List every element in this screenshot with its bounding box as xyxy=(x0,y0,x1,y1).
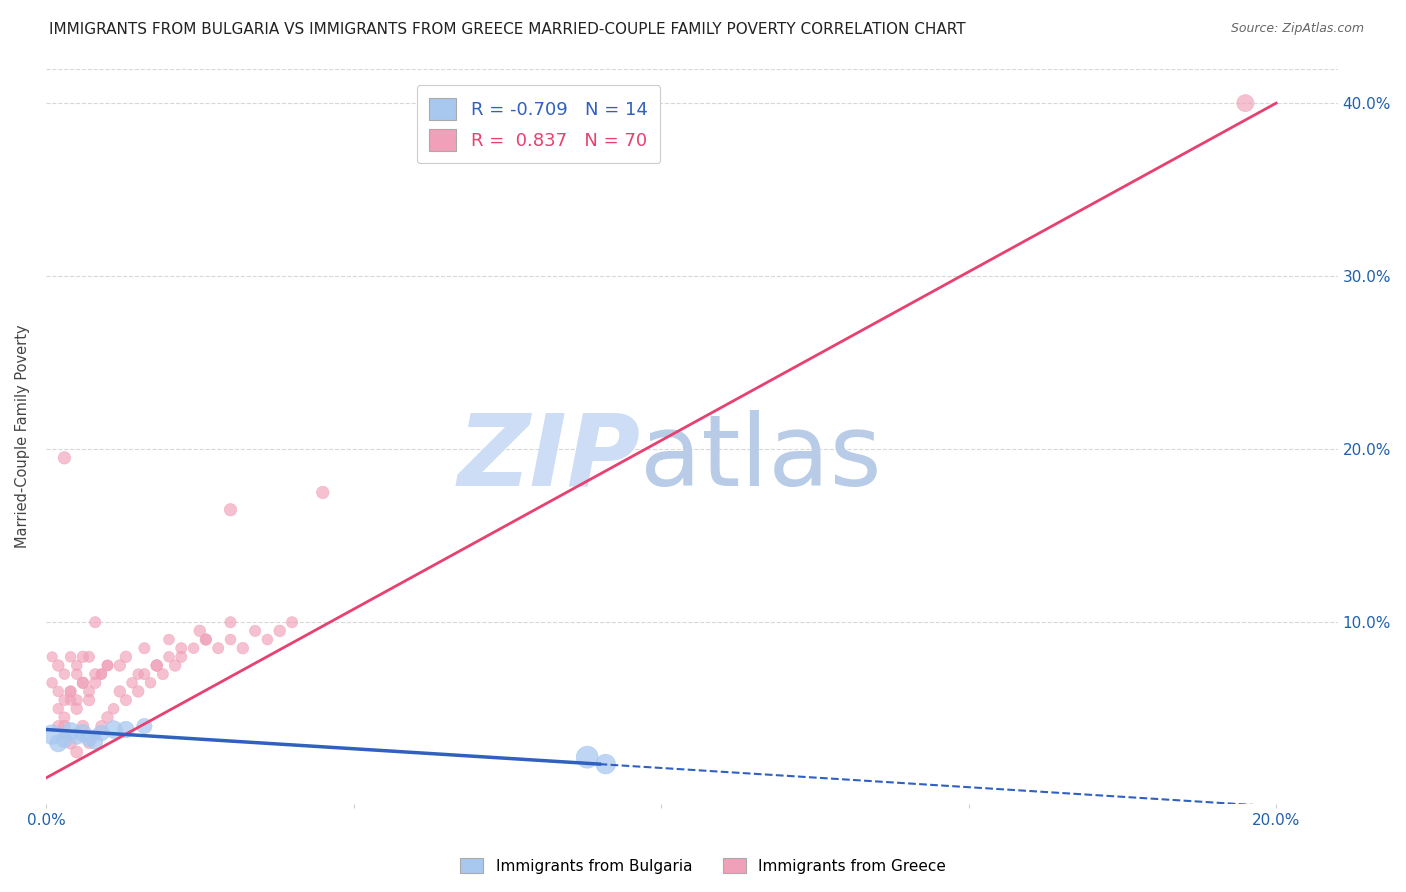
Point xyxy=(134,719,156,733)
Point xyxy=(77,693,100,707)
Point xyxy=(90,667,112,681)
Point xyxy=(108,684,131,698)
Point xyxy=(96,658,118,673)
Point xyxy=(188,624,211,638)
Point xyxy=(96,710,118,724)
Point xyxy=(53,719,76,733)
Point xyxy=(53,450,76,465)
Point xyxy=(41,728,63,742)
Point xyxy=(121,675,143,690)
Point xyxy=(108,658,131,673)
Point xyxy=(41,649,63,664)
Legend: Immigrants from Bulgaria, Immigrants from Greece: Immigrants from Bulgaria, Immigrants fro… xyxy=(454,852,952,880)
Point xyxy=(66,667,89,681)
Point xyxy=(72,675,94,690)
Point xyxy=(84,675,107,690)
Point xyxy=(66,702,89,716)
Point xyxy=(281,615,304,630)
Point xyxy=(59,693,82,707)
Point xyxy=(139,675,162,690)
Point xyxy=(84,615,107,630)
Point xyxy=(256,632,278,647)
Point xyxy=(103,702,125,716)
Point xyxy=(46,658,69,673)
Y-axis label: Married-Couple Family Poverty: Married-Couple Family Poverty xyxy=(15,325,30,548)
Point xyxy=(194,632,217,647)
Point xyxy=(170,649,193,664)
Point xyxy=(46,736,69,750)
Point xyxy=(115,693,138,707)
Point xyxy=(134,641,156,656)
Point xyxy=(134,667,156,681)
Point xyxy=(145,658,167,673)
Point xyxy=(77,731,100,746)
Point xyxy=(96,658,118,673)
Point xyxy=(1234,96,1257,111)
Point xyxy=(157,649,180,664)
Point xyxy=(59,736,82,750)
Point xyxy=(145,658,167,673)
Point xyxy=(77,684,100,698)
Point xyxy=(66,745,89,759)
Point xyxy=(170,641,193,656)
Point xyxy=(84,734,107,748)
Legend: R = -0.709   N = 14, R =  0.837   N = 70: R = -0.709 N = 14, R = 0.837 N = 70 xyxy=(416,85,661,163)
Point xyxy=(127,684,149,698)
Point xyxy=(115,723,138,737)
Point xyxy=(165,658,187,673)
Point xyxy=(53,667,76,681)
Point xyxy=(77,736,100,750)
Point xyxy=(243,624,266,638)
Point xyxy=(59,724,82,739)
Point xyxy=(53,728,76,742)
Text: atlas: atlas xyxy=(640,409,882,507)
Point xyxy=(72,719,94,733)
Point xyxy=(41,675,63,690)
Point xyxy=(207,641,229,656)
Text: Source: ZipAtlas.com: Source: ZipAtlas.com xyxy=(1230,22,1364,36)
Point xyxy=(103,723,125,737)
Point xyxy=(53,710,76,724)
Text: IMMIGRANTS FROM BULGARIA VS IMMIGRANTS FROM GREECE MARRIED-COUPLE FAMILY POVERTY: IMMIGRANTS FROM BULGARIA VS IMMIGRANTS F… xyxy=(49,22,966,37)
Point xyxy=(59,684,82,698)
Point xyxy=(72,726,94,740)
Point xyxy=(90,667,112,681)
Point xyxy=(53,732,76,747)
Point xyxy=(115,649,138,664)
Point xyxy=(194,632,217,647)
Point xyxy=(157,632,180,647)
Point xyxy=(152,667,174,681)
Point xyxy=(84,728,107,742)
Point xyxy=(59,649,82,664)
Point xyxy=(90,719,112,733)
Point xyxy=(219,632,242,647)
Point xyxy=(269,624,291,638)
Point xyxy=(66,658,89,673)
Point xyxy=(576,750,599,764)
Point xyxy=(219,615,242,630)
Point xyxy=(90,726,112,740)
Point xyxy=(59,684,82,698)
Point xyxy=(66,693,89,707)
Point xyxy=(66,730,89,744)
Point xyxy=(84,667,107,681)
Point xyxy=(312,485,335,500)
Point xyxy=(183,641,205,656)
Point xyxy=(77,649,100,664)
Point xyxy=(46,719,69,733)
Point xyxy=(46,702,69,716)
Point xyxy=(72,675,94,690)
Text: ZIP: ZIP xyxy=(457,409,640,507)
Point xyxy=(595,757,617,772)
Point xyxy=(72,649,94,664)
Point xyxy=(232,641,254,656)
Point xyxy=(127,667,149,681)
Point xyxy=(46,684,69,698)
Point xyxy=(219,502,242,516)
Point xyxy=(53,693,76,707)
